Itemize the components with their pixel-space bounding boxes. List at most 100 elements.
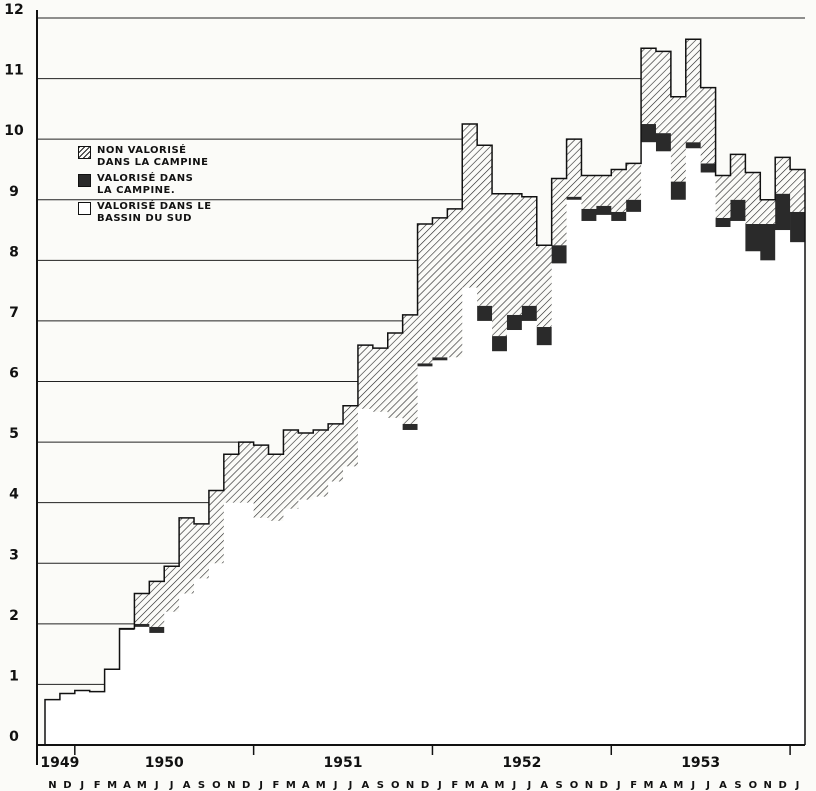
step-segment	[655, 151, 672, 746]
step-segment	[357, 345, 374, 409]
step-segment	[596, 175, 612, 206]
x-tick-label: N	[585, 780, 593, 791]
year-label: 1950	[145, 755, 184, 771]
step-segment	[566, 199, 582, 745]
step-segment	[521, 196, 538, 306]
x-tick-label: A	[660, 780, 668, 791]
step-segment	[536, 345, 552, 745]
step-segment	[670, 199, 687, 745]
step-segment	[328, 481, 344, 745]
x-tick-label: J	[705, 780, 710, 791]
step-segment	[59, 693, 76, 745]
x-tick-label: N	[764, 780, 772, 791]
y-tick-label: 4	[9, 487, 19, 503]
x-tick-label: D	[242, 780, 250, 791]
step-segment	[179, 517, 195, 594]
step-segment	[119, 629, 135, 745]
step-segment	[134, 626, 150, 745]
step-segment	[477, 320, 493, 745]
step-segment	[149, 626, 165, 633]
step-segment	[194, 578, 210, 745]
step-segment	[298, 432, 314, 500]
y-tick-label: 2	[9, 608, 19, 624]
x-tick-label: A	[302, 780, 310, 791]
year-label: 1949	[40, 755, 79, 771]
step-segment	[283, 508, 299, 745]
y-tick-label: 5	[9, 426, 19, 442]
step-segment	[760, 199, 776, 224]
year-label: 1953	[681, 755, 720, 771]
step-segment	[670, 181, 687, 200]
step-segment	[104, 669, 120, 745]
x-tick-label: O	[749, 780, 758, 791]
step-segment	[760, 260, 776, 745]
x-tick-label: M	[316, 780, 326, 791]
legend-swatch	[78, 146, 91, 159]
y-tick-label: 9	[9, 184, 19, 200]
y-tick-label: 1	[9, 668, 19, 684]
step-segment	[581, 208, 597, 221]
step-segment	[492, 193, 508, 337]
step-segment	[432, 217, 448, 358]
x-tick-label: J	[526, 780, 531, 791]
step-segment	[506, 314, 523, 331]
step-segment	[149, 632, 165, 745]
step-segment	[447, 357, 463, 745]
x-tick-label: F	[451, 780, 458, 791]
step-segment	[253, 445, 269, 518]
step-segment	[790, 211, 806, 243]
x-tick-label: F	[273, 780, 280, 791]
legend-swatch	[78, 174, 91, 187]
step-segment	[566, 139, 582, 197]
step-segment	[596, 205, 612, 215]
step-segment	[447, 208, 463, 358]
step-segment	[506, 330, 523, 745]
step-segment	[164, 611, 180, 745]
legend-item: VALORISÉ DANS LA CAMPINE.	[78, 173, 212, 197]
step-segment	[775, 230, 791, 745]
step-segment	[45, 699, 61, 745]
y-tick-label: 0	[9, 729, 19, 745]
step-segment	[372, 411, 389, 745]
step-segment	[581, 175, 597, 209]
x-tick-label: O	[212, 780, 221, 791]
step-segment	[283, 429, 299, 509]
x-tick-label: J	[795, 780, 800, 791]
step-segment	[790, 169, 806, 212]
legend-swatch	[78, 202, 91, 215]
x-tick-label: J	[79, 780, 84, 791]
step-segment	[268, 520, 284, 745]
step-segment	[402, 314, 418, 424]
x-tick-label: J	[333, 780, 338, 791]
step-segment	[700, 163, 716, 173]
step-segment	[372, 348, 389, 412]
step-segment	[238, 502, 254, 745]
step-segment	[492, 336, 508, 352]
step-segment	[745, 223, 761, 252]
step-segment	[387, 417, 403, 745]
x-tick-label: S	[734, 780, 741, 791]
x-tick-label: D	[778, 780, 786, 791]
x-tick-label: A	[362, 780, 370, 791]
step-segment	[357, 408, 374, 745]
step-segment	[536, 245, 552, 327]
x-tick-label: D	[600, 780, 608, 791]
step-segment	[641, 124, 657, 143]
x-tick-label: F	[94, 780, 101, 791]
legend-label: NON VALORISÉ DANS LA CAMPINE	[97, 145, 209, 168]
step-segment	[730, 220, 746, 745]
step-segment	[775, 157, 791, 194]
x-tick-label: M	[465, 780, 475, 791]
x-tick-label: A	[719, 780, 727, 791]
step-segment	[432, 360, 448, 745]
step-segment	[313, 429, 329, 497]
step-segment	[462, 287, 478, 745]
y-tick-label: 11	[4, 63, 23, 79]
step-segment	[134, 593, 150, 624]
step-segment	[268, 454, 284, 521]
step-segment	[134, 623, 150, 627]
x-tick-label: J	[690, 780, 695, 791]
step-segment	[164, 566, 180, 612]
step-segment	[417, 223, 433, 364]
step-segment	[208, 490, 225, 564]
